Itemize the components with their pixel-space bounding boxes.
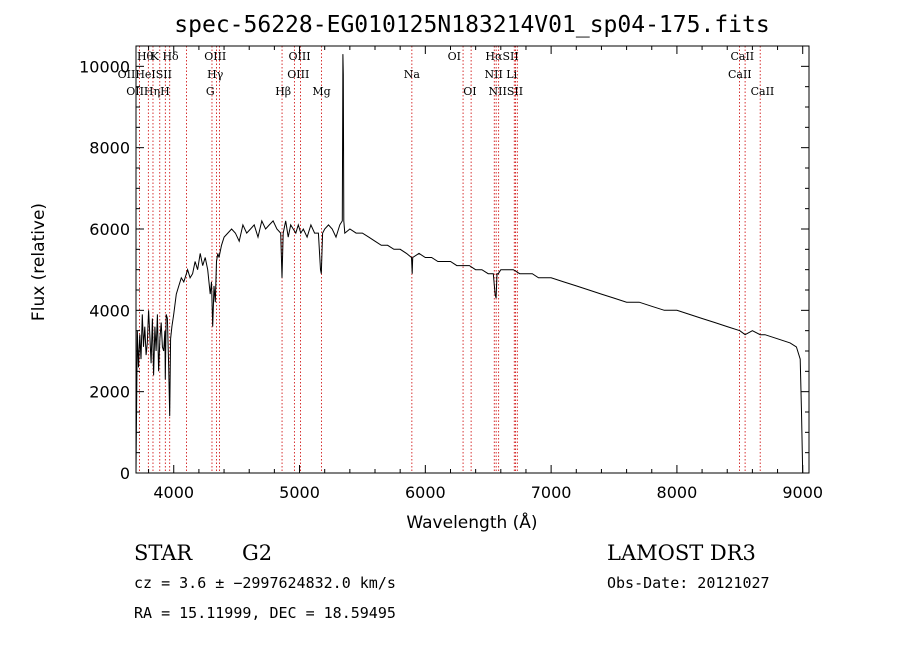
- line-label-r0-5: OI: [448, 50, 461, 63]
- line-label-r2-6: CaII: [751, 85, 775, 98]
- line-label-r2-0: OIIHηH: [126, 85, 169, 98]
- x-tick-label-4: 8000: [657, 483, 698, 502]
- line-label-r0-0: Hθ: [137, 50, 154, 63]
- y-axis-ticks: 0 2000 4000 6000 8000 10000: [79, 57, 809, 483]
- x-tick-label-2: 6000: [405, 483, 446, 502]
- survey-name: LAMOST DR3: [607, 541, 756, 565]
- line-label-r0-7: CaII: [730, 50, 754, 63]
- line-label-r1-3: Na: [404, 68, 421, 81]
- y-tick-label-0: 0: [120, 464, 130, 483]
- x-tick-label-1: 5000: [279, 483, 320, 502]
- y-tick-label-2: 4000: [89, 301, 130, 320]
- x-tick-label-5: 9000: [782, 483, 823, 502]
- line-label-r1-1: Hγ: [207, 68, 224, 81]
- x-tick-label-3: 7000: [531, 483, 572, 502]
- line-label-r0-4: OIII: [289, 50, 311, 63]
- y-tick-label-1: 2000: [89, 383, 130, 402]
- y-tick-label-3: 6000: [89, 220, 130, 239]
- line-label-r2-2: Hβ: [275, 85, 291, 98]
- line-label-r0-2: Hδ: [162, 50, 179, 63]
- x-tick-label-0: 4000: [153, 483, 194, 502]
- y-tick-label-4: 8000: [89, 139, 130, 158]
- line-label-r1-5: CaII: [728, 68, 752, 81]
- chart-title: spec-56228-EG010125N183214V01_sp04-175.f…: [174, 12, 769, 38]
- emission-line-markers: [139, 46, 761, 473]
- spectral-subclass: G2: [242, 541, 272, 565]
- line-label-r2-3: Mg: [312, 85, 330, 98]
- emission-line-labels: HθK Hδ OIII OIII OI HαSII CaII OIIHeISII Hγ OIII N…: [118, 50, 775, 98]
- x-axis-ticks: 4000 5000 6000 7000 8000 9000: [148, 46, 823, 502]
- line-label-r1-0: OIIHeISII: [118, 68, 172, 81]
- line-label-r0-6: HαSII: [485, 50, 518, 63]
- line-label-r1-2: OIII: [287, 68, 309, 81]
- redshift-info: cz = 3.6 ± −2997624832.0 km/s: [134, 574, 396, 592]
- object-type: STAR: [134, 541, 193, 565]
- spectrum-line: [135, 54, 804, 474]
- line-label-r0-3: OIII: [204, 50, 226, 63]
- line-label-r1-4: NII Li: [484, 68, 517, 81]
- coordinates: RA = 15.11999, DEC = 18.59495: [134, 604, 396, 622]
- line-label-r2-4: OI: [463, 85, 476, 98]
- observation-date: Obs-Date: 20121027: [607, 574, 770, 592]
- plot-frame: [135, 45, 810, 474]
- line-label-r2-5: NIISII: [489, 85, 524, 98]
- line-label-r0-1: K: [151, 50, 160, 63]
- y-tick-label-5: 10000: [79, 57, 130, 76]
- y-axis-label: Flux (relative): [29, 203, 49, 321]
- line-label-r2-1: G: [206, 85, 215, 98]
- x-axis-label: Wavelength (Å): [406, 511, 537, 533]
